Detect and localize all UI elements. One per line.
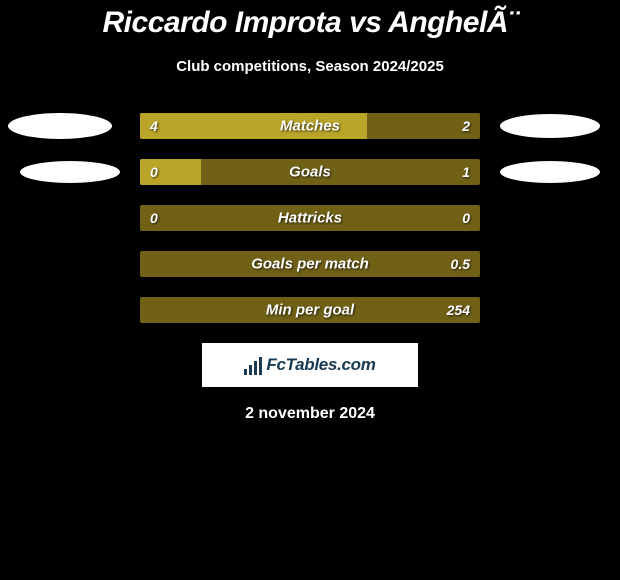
value-right: 254 — [447, 302, 470, 318]
metric-label: Matches — [280, 118, 340, 135]
value-left: 0 — [150, 210, 158, 226]
metric-label: Goals — [289, 164, 331, 181]
comparison-row: Min per goal 254 — [0, 297, 620, 323]
value-right: 0.5 — [451, 256, 470, 272]
logo-inner: FcTables.com — [244, 355, 375, 375]
player-left-ellipse — [20, 161, 120, 183]
comparison-title: Riccardo Improta vs AnghelÃ¨ — [0, 0, 620, 40]
snapshot-date: 2 november 2024 — [0, 405, 620, 423]
player-right-ellipse — [500, 161, 600, 183]
value-right: 1 — [462, 164, 470, 180]
comparison-row: 0 Hattricks 0 — [0, 205, 620, 231]
value-right: 0 — [462, 210, 470, 226]
value-left: 0 — [150, 164, 158, 180]
comparison-chart: 4 Matches 2 0 Goals 1 0 Hattricks 0 Goal… — [0, 113, 620, 323]
comparison-row: Goals per match 0.5 — [0, 251, 620, 277]
comparison-subtitle: Club competitions, Season 2024/2025 — [0, 58, 620, 75]
value-right: 2 — [462, 118, 470, 134]
comparison-row: 0 Goals 1 — [0, 159, 620, 185]
logo-bars-icon — [244, 355, 262, 375]
logo-text: FcTables.com — [266, 355, 375, 375]
fctables-logo[interactable]: FcTables.com — [202, 343, 418, 387]
metric-label: Goals per match — [251, 256, 369, 273]
value-left: 4 — [150, 118, 158, 134]
metric-label: Hattricks — [278, 210, 342, 227]
player-left-ellipse — [8, 113, 112, 139]
metric-label: Min per goal — [266, 302, 354, 319]
comparison-row: 4 Matches 2 — [0, 113, 620, 139]
player-right-ellipse — [500, 114, 600, 138]
